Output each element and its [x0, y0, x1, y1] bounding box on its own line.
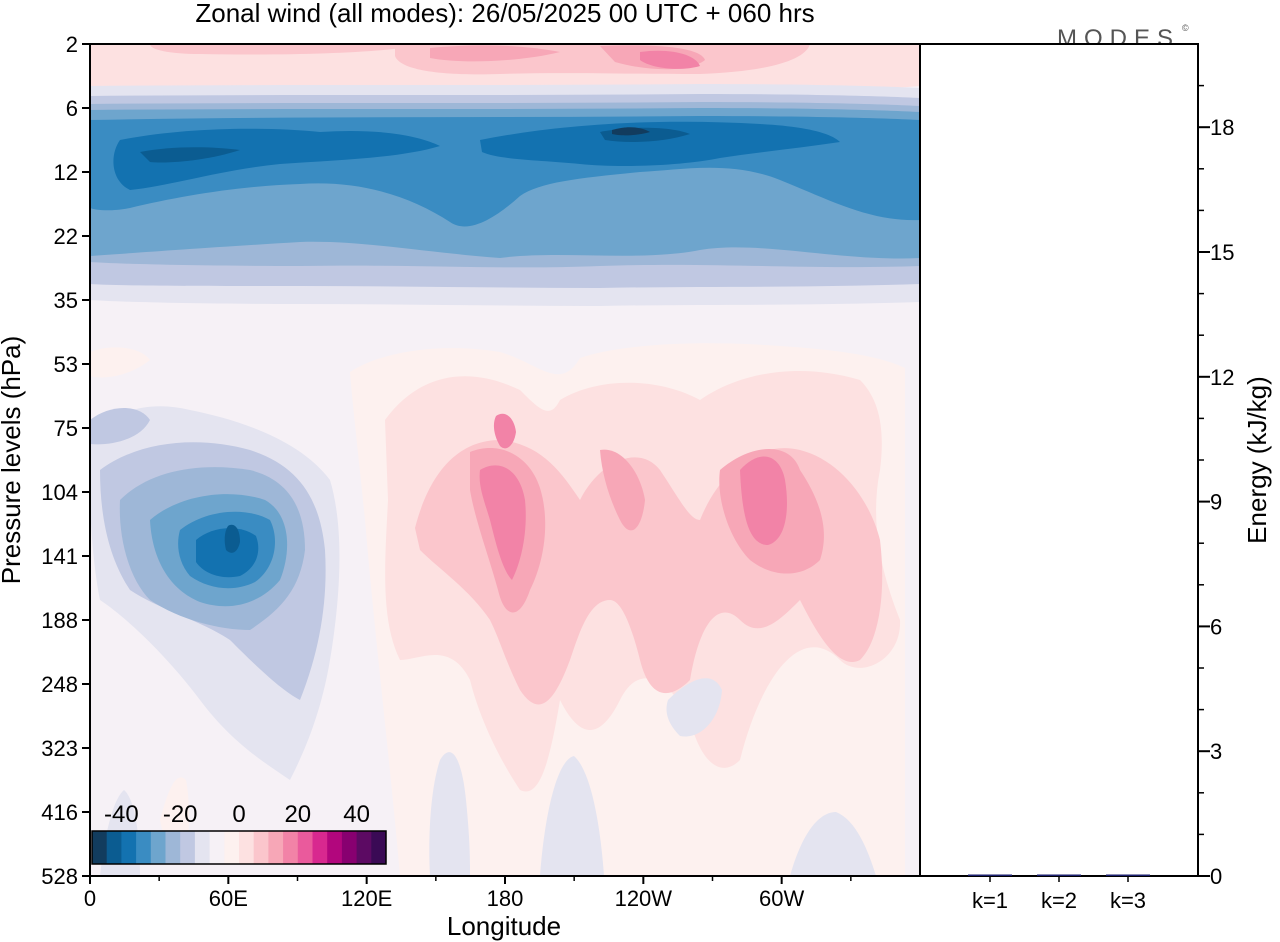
contour-region [480, 121, 840, 166]
energy-tick-label: 15 [1210, 240, 1234, 265]
y-axis-label: Pressure levels (hPa) [0, 336, 26, 585]
colorbar-tick-label: 0 [232, 801, 245, 828]
contour-region [196, 528, 259, 578]
contour-region [612, 127, 650, 136]
contour-region [113, 128, 440, 190]
colorbar-swatch [224, 831, 240, 864]
colorbar-swatch [165, 831, 181, 864]
colorbar-swatch [194, 831, 211, 864]
contour-region [429, 752, 470, 876]
colorbar-tick-label: 40 [343, 801, 370, 828]
colorbar-swatch [180, 831, 196, 864]
zonal-wind-section: 2 6 12 22 35 53 75 104 141 188 248 323 416 528 0 60E 12… [0, 32, 921, 941]
colorbar-labels: -40 -20 0 20 40 [104, 801, 370, 828]
colorbar-swatch [136, 831, 152, 864]
colorbar-swatch [209, 831, 225, 864]
y-tick-label: 53 [54, 352, 78, 377]
contour-region [150, 44, 420, 55]
energy-bar-chart: 0 3 6 9 12 15 18 k=1 k=2 k=3 Energy (kJ/kg) [919, 43, 1272, 913]
energy-category-label: k=1 [972, 888, 1008, 913]
contour-region [600, 449, 645, 531]
y-tick-label: 323 [41, 736, 78, 761]
x-tick-label: 60E [209, 886, 248, 911]
colorbar-swatch [283, 831, 299, 864]
energy-bar [1106, 874, 1150, 876]
energy-bar [968, 874, 1012, 876]
energy-axis-label: Energy (kJ/kg) [1242, 376, 1272, 544]
contour-region [666, 678, 722, 737]
energy-tick-label: 6 [1210, 614, 1222, 639]
x-tick-label: 120E [341, 886, 392, 911]
energy-tick-label: 9 [1210, 490, 1222, 515]
colorbar-swatch [356, 831, 372, 864]
y-tick-label: 248 [41, 672, 78, 697]
x-axis-label: Longitude [447, 911, 561, 941]
colorbar-legend: -40 -20 0 20 40 [91, 801, 387, 865]
colorbar-swatch [341, 831, 358, 864]
y-tick-label: 75 [54, 416, 78, 441]
energy-bars [968, 874, 1150, 876]
chart-title: Zonal wind (all modes): 26/05/2025 00 UT… [195, 0, 814, 28]
colorbar-swatch [327, 831, 343, 864]
energy-tick-label: 0 [1210, 864, 1222, 889]
y-tick-label: 12 [54, 160, 78, 185]
y-tick-label: 104 [41, 480, 78, 505]
contour-region [790, 812, 876, 876]
y-tick-label: 35 [54, 288, 78, 313]
energy-categories: k=1 k=2 k=3 [972, 876, 1146, 913]
colorbar-swatch [106, 831, 122, 864]
x-tick-label: 120W [615, 886, 673, 911]
contour-region [640, 50, 700, 69]
colorbar-swatch [297, 831, 313, 864]
contour-region [740, 456, 787, 545]
energy-axis: 0 3 6 9 12 15 18 [1198, 84, 1234, 889]
contour-region [90, 408, 150, 445]
contour-region [540, 756, 604, 876]
colorbar-swatches [92, 831, 387, 864]
y-tick-label: 6 [66, 96, 78, 121]
contour-region [140, 147, 240, 163]
colorbar-swatch [92, 831, 108, 864]
x-tick-label: 180 [487, 886, 524, 911]
energy-tick-label: 3 [1210, 739, 1222, 764]
colorbar-tick-label: -40 [104, 801, 139, 828]
contour-region [90, 347, 150, 378]
y-tick-label: 188 [41, 608, 78, 633]
energy-panel-frame [919, 43, 1199, 877]
contour-region [479, 465, 526, 580]
energy-tick-label: 18 [1210, 115, 1234, 140]
colorbar-swatch [371, 831, 387, 864]
colorbar-swatch [239, 831, 255, 864]
colorbar-frame [91, 830, 387, 865]
colorbar-swatch [150, 831, 166, 864]
energy-bar [1037, 874, 1081, 876]
colorbar-swatch [253, 831, 269, 864]
energy-category-label: k=3 [1110, 888, 1146, 913]
colorbar-swatch [312, 831, 328, 864]
colorbar-swatch [121, 831, 137, 864]
pressure-axis: 2 6 12 22 35 53 75 104 141 188 248 323 416 528 [41, 32, 90, 889]
y-tick-label: 416 [41, 800, 78, 825]
longitude-axis: 0 60E 120E 180 120W 60W [84, 876, 852, 911]
energy-category-label: k=2 [1041, 888, 1077, 913]
logo-copyright-mark: © [1182, 23, 1189, 33]
energy-tick-label: 12 [1210, 365, 1234, 390]
x-tick-label: 60W [759, 886, 804, 911]
y-tick-label: 528 [41, 864, 78, 889]
contour-region [493, 413, 516, 449]
colorbar-tick-label: 20 [284, 801, 311, 828]
contour-region [430, 45, 560, 62]
wind-contour-field [90, 44, 920, 876]
x-tick-label: 0 [84, 886, 96, 911]
y-tick-label: 141 [41, 544, 78, 569]
colorbar-tick-label: -20 [163, 801, 198, 828]
y-tick-label: 22 [54, 224, 78, 249]
contour-region [224, 524, 240, 553]
colorbar-swatch [268, 831, 284, 864]
y-tick-label: 2 [66, 32, 78, 57]
